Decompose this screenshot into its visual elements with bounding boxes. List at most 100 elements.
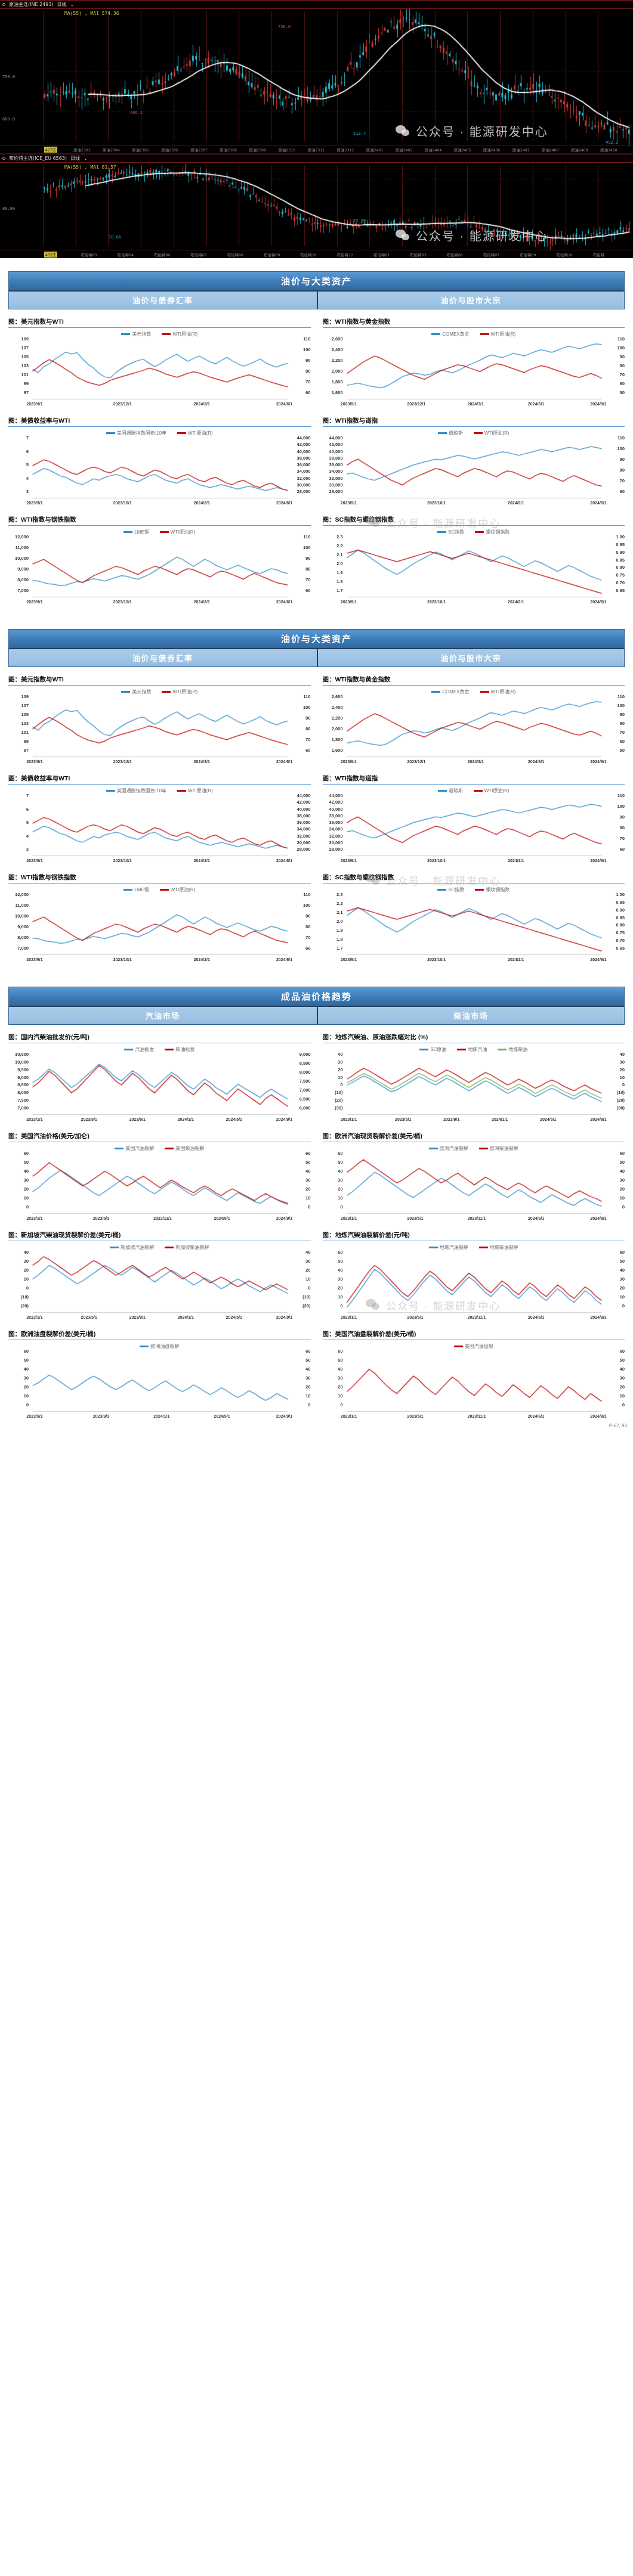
x-axis-tick: 2024/9/1 [590,1316,607,1320]
xaxis-tick: 原油2407 [512,148,530,153]
y-axis-tick-right: 6,000 [299,1105,311,1111]
y-axis-tick-right: 10 [619,1195,625,1201]
x-axis-tick: 2024/6/1 [276,600,293,605]
y-axis-tick-right: 28,000 [297,489,311,494]
y-axis-tick-left: 20 [338,1186,343,1192]
y-axis-tick-left: 1.8 [336,579,343,584]
y-axis-tick-right: 28,000 [297,847,311,852]
y-axis-tick-left: 103 [21,721,29,726]
x-axis-row: 2023/9/1 2023/10/1 2024/2/1 2024/6/1 [323,501,625,509]
y-axis-tick-right: 36,000 [297,462,311,467]
x-axis-tick: 2024/6/1 [527,1415,545,1419]
x-axis-tick: 2023/11/1 [153,1217,172,1221]
x-axis-tick: 2024/2/1 [508,859,524,863]
y-axis-tick-right: 0.85 [616,557,625,563]
candlestick-canvas-2 [0,163,633,250]
chart-panel-title: 图：地炼汽柴油、原油涨跌幅对比 (%) [322,1033,625,1043]
y-axis-tick-right: 0.65 [616,588,625,593]
y-axis-tick-right: 70 [305,379,311,385]
section-title-banner: 成品油价格趋势 [8,987,625,1006]
x-axis-tick: 2023/1/1 [340,1415,357,1419]
x-axis-tick: 2024/6/1 [527,402,545,407]
y-axis-tick-left: 9,000 [17,1074,29,1080]
y-axis-tick-left: 11,000 [15,903,29,908]
y-axis-tick-left: 2.1 [336,552,343,557]
price-tag-low-2: 70.06 [109,235,122,240]
y-axis-tick-right: 110 [303,694,311,699]
y-axis-tick-left: 7,000 [17,946,29,951]
terminal-chart-crude-oil[interactable]: 原油主连(INE 2493) 日线 ⌄ MA(55) ⌄ MA1 574.36 … [0,0,633,154]
y-axis-tick-left: 1,800 [331,737,343,742]
x-axis-row: 2023/1/1 2023/5/1 2023/11/1 2024/6/1 2024/9/… [8,1217,311,1224]
xaxis-tick: 原油2406 [483,148,501,153]
y-axis-tick-left: 30 [338,1059,343,1065]
y-axis-tick-left: 40,000 [329,806,343,812]
y-axis-tick-left: 1.9 [336,570,343,575]
y-axis-tick-left: 30 [23,1177,29,1183]
y-axis-tick-left: 50 [338,1160,343,1165]
chevron-down-icon[interactable]: ⌄ [84,156,88,161]
y-axis-tick-right: 100 [617,446,625,451]
y-axis-tick-left: 40 [23,1366,29,1372]
y-axis-tick-left: 40,000 [329,448,343,454]
terminal-period-2[interactable]: 日线 [70,156,81,161]
y-axis-tick-right: 70 [305,935,311,940]
xaxis-tick: 原油2404 [424,148,442,153]
y-axis-tick-right: 40 [619,1052,625,1057]
y-axis-tick-left: 7 [26,435,29,441]
chart-panel: 图：欧洲油盘裂解价差(美元/桶) 欧洲油盘裂解 60 50 40 30 20 10 0 60 50 4… [8,1325,317,1424]
terminal-period-1[interactable]: 日线 [57,2,67,7]
y-axis-tick-left: 10 [23,1393,29,1399]
x-axis-tick: 2023/5/1 [81,1118,97,1122]
chart-panel: 图：美债收益率与WTI 美国通胀指数国债:10年 WTI原油(R) 7 6 5 4 3 44,0… [8,770,317,869]
x-axis-tick: 2024/6/1 [276,402,293,407]
y-axis-tick-left: 40 [23,1250,29,1255]
x-axis-tick: 2023/9/1 [340,958,357,962]
terminal-ma-indicator-1: MA(55) ⌄ MA1 574.36 [64,11,119,16]
chart-panel-body: COMEX黄金 WTI原油(R) 2,600 2,400 2,200 2,000 1,800… [322,687,625,760]
chart-canvas [8,528,311,600]
chart-panel-body: 欧洲油盘裂解 60 50 40 30 20 10 0 60 50 40 30 20 10 0 [8,1342,311,1415]
candlestick-canvas-1 [0,9,633,145]
y-axis-tick-left: 2,200 [331,358,343,363]
chart-panel-body: LME铜 WTI原油(R) 12,000 11,000 10,000 9,000 8,000… [8,528,311,600]
chart-panel: 图：地炼汽柴油、原油涨跌幅对比 (%) SC原油 地炼汽油 地炼柴油 40 30 20 10 0… [317,1028,625,1127]
x-axis-tick: 2023/10/1 [427,859,446,863]
y-axis-tick-left: 10,000 [15,913,29,919]
y-axis-tick-right: 20 [619,1067,625,1072]
xaxis-tick: 布伦特03 [410,253,427,258]
y-axis-tick-left: 40 [338,1366,343,1372]
xaxis-tick: 原油2408 [541,148,559,153]
xaxis-tick: 原油2405 [453,148,471,153]
x-axis-tick: 2023/9/1 [26,958,43,962]
y-axis-tick-left: 9,500 [17,1067,29,1072]
chart-panel-body: 美国通胀指数国债:10年 WTI原油(R) 7 6 5 4 3 44,000 42,000 40,… [8,429,311,501]
y-axis-tick-right: (20) [616,1098,625,1103]
y-axis-tick-right: 20 [305,1384,311,1390]
x-axis-tick: 2024/2/1 [508,600,524,605]
chart-canvas [8,429,311,501]
y-axis-tick-right: 110 [303,892,311,897]
x-axis-tick: 2023/11/1 [467,1217,486,1221]
y-axis-tick-left: 2,600 [331,336,343,342]
y-axis-tick-right: 40 [305,1168,311,1174]
x-axis-tick: 2024/1/1 [177,1316,194,1320]
chart-panel-title: 图：WTI指数与道指 [322,774,625,785]
y-axis-tick-right: 8,000 [299,1070,311,1075]
y-axis-tick-left: 20 [23,1384,29,1390]
y-axis-tick-left: 97 [23,748,29,753]
x-axis-tick: 2024/6/1 [590,958,607,962]
xaxis-tick: 布伦特09 [520,253,536,258]
yaxis-label-1-0: 700.0 [2,75,16,79]
chart-panel: 图：WTI指数与黄金指数 COMEX黄金 WTI原油(R) 2,600 2,400 2,2… [317,313,625,412]
x-axis-tick: 2024/6/1 [527,760,545,764]
x-axis-tick: 2023/10/1 [427,958,446,962]
y-axis-tick-left: 42,000 [329,799,343,805]
x-axis-tick: 2023/1/1 [26,1316,43,1320]
x-axis-tick: 2023/1/1 [340,1316,357,1320]
chevron-down-icon[interactable]: ⌄ [70,2,75,7]
y-axis-tick-right: 60 [619,1250,625,1255]
y-axis-tick-right: 40,000 [297,806,311,812]
terminal-chart-brent[interactable]: 布伦特主连(ICE_EU 6563) 日线 ⌄ MA(55) ⌄ MA1 81.… [0,154,633,258]
x-axis-tick: 2023/5/1 [395,1118,412,1122]
